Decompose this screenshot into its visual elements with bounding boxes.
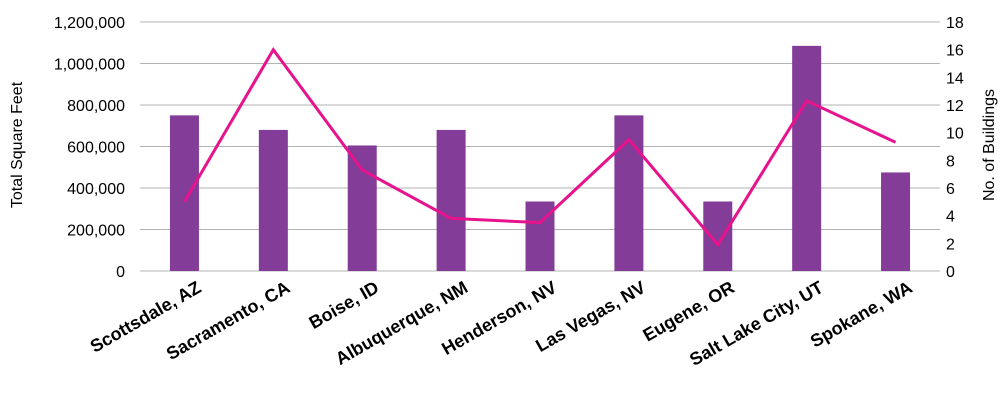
right-tick-label: 4 xyxy=(946,209,955,226)
right-tick-label: 6 xyxy=(946,181,955,198)
bar-series xyxy=(169,45,911,271)
right-tick-label: 16 xyxy=(946,43,964,60)
buildings-line xyxy=(183,46,897,248)
line-series xyxy=(183,46,897,248)
category-label: Spokane, WA xyxy=(807,277,916,351)
left-axis-ticks: 0 200,000 400,000 600,000 800,000 1,000,000 1,… xyxy=(54,15,125,281)
right-tick-label: 0 xyxy=(946,264,955,281)
bar xyxy=(347,145,377,271)
bar xyxy=(436,129,466,271)
right-tick-label: 8 xyxy=(946,153,955,170)
right-tick-label: 14 xyxy=(946,70,964,87)
right-tick-label: 2 xyxy=(946,236,955,253)
left-tick-label: 0 xyxy=(116,264,125,281)
bar xyxy=(881,172,911,271)
category-label: Boise, ID xyxy=(305,277,382,333)
bar xyxy=(792,45,822,271)
left-tick-label: 600,000 xyxy=(67,140,125,157)
left-tick-label: 800,000 xyxy=(67,98,125,115)
left-axis-title: Total Square Feet xyxy=(9,81,26,208)
left-tick-label: 400,000 xyxy=(67,181,125,198)
right-axis-ticks: 0 2 4 6 8 10 12 14 16 18 xyxy=(946,15,964,281)
left-tick-label: 1,000,000 xyxy=(54,57,125,74)
right-tick-label: 18 xyxy=(946,15,964,32)
left-tick-label: 1,200,000 xyxy=(54,15,125,32)
right-tick-label: 10 xyxy=(946,126,964,143)
bar xyxy=(169,115,199,271)
bar xyxy=(258,129,288,271)
left-tick-label: 200,000 xyxy=(67,223,125,240)
bar xyxy=(703,201,733,271)
right-axis-title: No. of Buildings xyxy=(981,89,998,201)
right-tick-label: 12 xyxy=(946,98,964,115)
